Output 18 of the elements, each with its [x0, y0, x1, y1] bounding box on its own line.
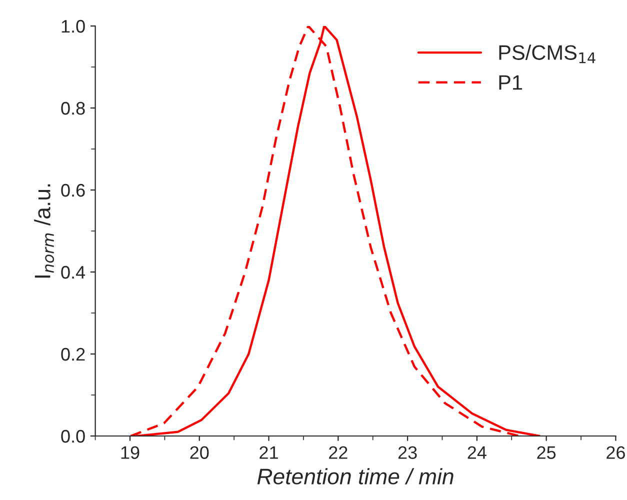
- y-axis-title: I$_{norm}$ /a.u.: [34, 184, 54, 278]
- x-tick-label: 19: [121, 446, 140, 459]
- x-tick-label: 21: [260, 446, 278, 459]
- y-tick-label: 1.0: [62, 20, 85, 33]
- x-tick-label: 22: [329, 446, 348, 459]
- y-tick-label: 0.6: [61, 184, 85, 197]
- legend-label: P1: [499, 75, 522, 90]
- x-axis-title: Retention time / min: [257, 468, 454, 484]
- y-tick-label: 0.8: [61, 102, 85, 115]
- x-tick-label: 23: [398, 446, 417, 459]
- y-tick-label: 0.4: [61, 266, 86, 279]
- y-tick-label: 0.2: [61, 348, 85, 361]
- x-tick-label: 24: [468, 446, 486, 459]
- x-tick-label: 25: [537, 446, 556, 459]
- legend-label: PS/CMS$_{14}$: [499, 44, 596, 64]
- x-tick-label: 26: [606, 446, 625, 459]
- x-tick-label: 20: [190, 446, 209, 459]
- y-tick-label: 0.0: [61, 430, 85, 443]
